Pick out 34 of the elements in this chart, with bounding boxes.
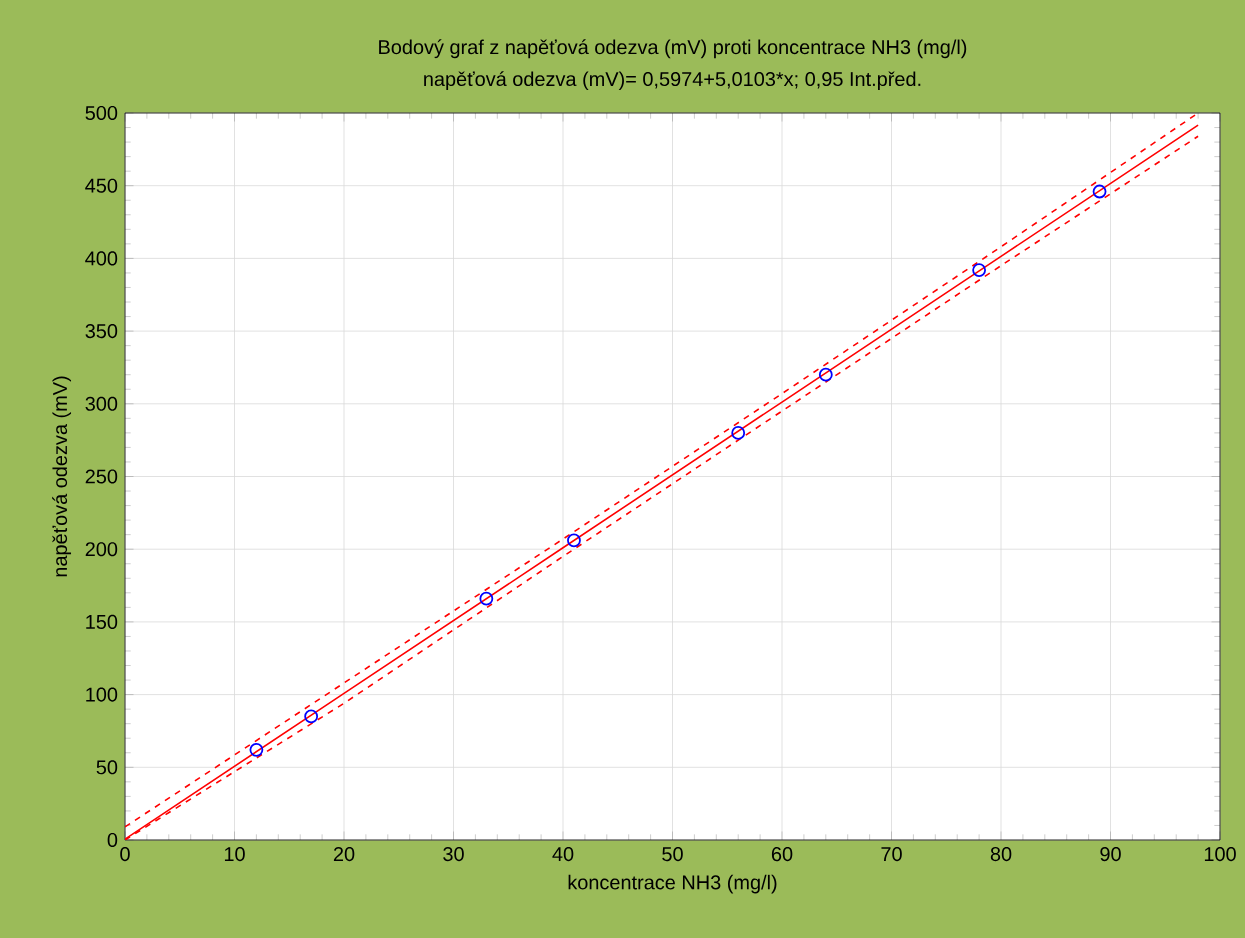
y-tick-label: 300 xyxy=(85,396,118,411)
y-tick-label: 350 xyxy=(85,324,118,339)
x-tick-label: 50 xyxy=(662,847,683,862)
point xyxy=(731,425,746,440)
y-tick-label: 400 xyxy=(85,251,118,266)
x-tick-label: 40 xyxy=(552,847,574,862)
x-axis-title: koncentrace NH3 (mg/l) xyxy=(568,874,777,894)
x-tick-label: 90 xyxy=(1100,847,1121,862)
y-tick-label: 450 xyxy=(85,178,118,193)
y-tick-label: 100 xyxy=(86,687,118,702)
point xyxy=(1092,184,1107,199)
point xyxy=(567,533,581,548)
y-tick-label: 150 xyxy=(86,614,118,629)
chart-subtitle: napěťová odezva (mV)= 0,5974+5,0103*x; 0,95 Int.před. xyxy=(424,71,921,90)
point xyxy=(304,709,319,724)
point xyxy=(479,591,494,606)
x-tick-label: 30 xyxy=(443,847,464,862)
x-tick-label: 10 xyxy=(224,847,245,862)
point xyxy=(818,367,833,382)
x-tick-label: 0 xyxy=(120,847,130,862)
x-tick-label: 100 xyxy=(1204,847,1236,862)
y-tick-label: 0 xyxy=(107,832,118,848)
point xyxy=(249,742,264,757)
x-tick-label: 70 xyxy=(881,847,902,862)
x-tick-label: 60 xyxy=(771,847,793,862)
x-tick-label: 80 xyxy=(990,847,1012,862)
y-tick-label: 50 xyxy=(96,760,118,775)
y-tick-label: 200 xyxy=(85,542,118,557)
y-axis-title: napěťová odezva (mV) xyxy=(52,376,72,577)
point xyxy=(972,263,987,277)
chart-title: Bodový graf z napěťová odezva (mV) proti koncentrace NH3 (mg/l) xyxy=(379,39,967,59)
x-tick-label: 20 xyxy=(333,847,355,862)
y-tick-label: 250 xyxy=(85,469,118,484)
y-tick-label: 500 xyxy=(85,105,118,121)
